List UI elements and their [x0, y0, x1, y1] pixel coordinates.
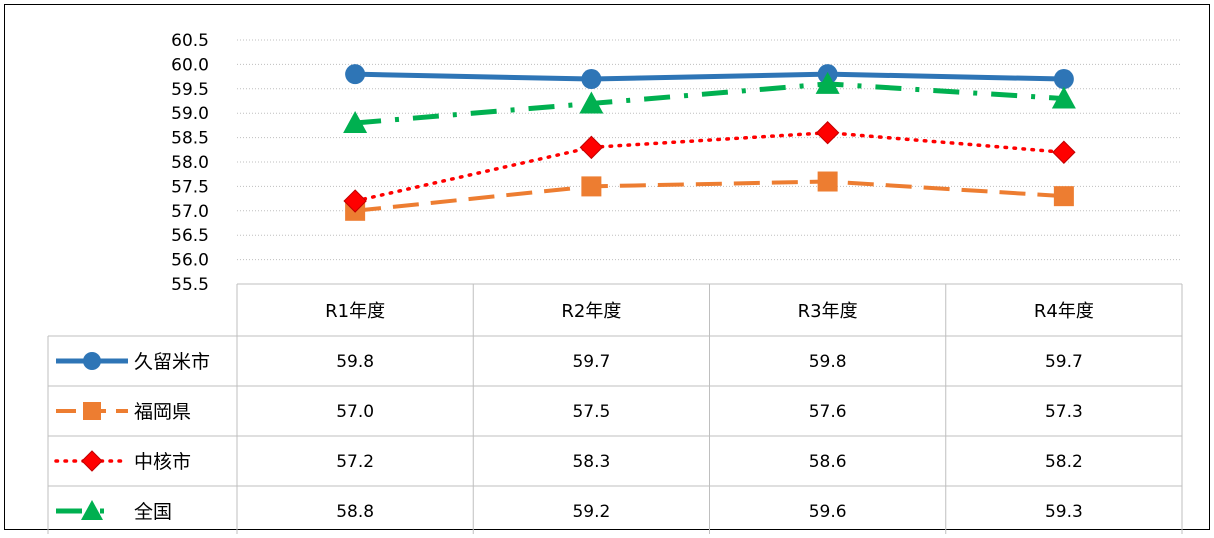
data-label: 59.6 — [809, 502, 847, 522]
legend-label: 中核市 — [134, 451, 191, 473]
data-label: 57.0 — [336, 402, 374, 422]
data-point — [345, 64, 366, 85]
table-row: 57.0 57.5 57.6 57.3 — [336, 402, 1083, 422]
chart-frame — [4, 4, 1210, 530]
y-tick-label: 60.5 — [171, 31, 209, 51]
legend-label: 久留米市 — [134, 351, 210, 373]
data-point — [817, 171, 838, 192]
data-point — [1052, 140, 1076, 164]
series-4 — [343, 71, 1076, 133]
legend-label: 全国 — [134, 501, 172, 523]
x-category-label: R3年度 — [798, 301, 858, 322]
legend-entry: 福岡県 — [56, 401, 191, 423]
y-tick-label: 57.0 — [171, 202, 209, 222]
data-label: 57.2 — [336, 452, 374, 472]
legend-swatch-marker — [81, 450, 103, 472]
data-point — [815, 71, 840, 94]
data-point — [343, 110, 368, 133]
data-label: 59.7 — [572, 352, 610, 372]
data-point — [1053, 69, 1074, 90]
data-label: 58.8 — [336, 502, 374, 522]
y-tick-label: 56.0 — [171, 251, 209, 271]
y-tick-label: 55.5 — [171, 275, 209, 295]
x-category-label: R1年度 — [325, 301, 385, 322]
legend-entry: 中核市 — [54, 450, 191, 473]
legend-entry: 全国 — [56, 500, 172, 523]
series-line — [354, 179, 1064, 213]
table-row: 57.2 58.3 58.6 58.2 — [336, 452, 1083, 472]
legend-swatch-marker — [81, 500, 103, 520]
data-label: 58.3 — [572, 452, 610, 472]
data-label: 59.8 — [809, 352, 847, 372]
y-tick-label: 59.0 — [171, 104, 209, 124]
legend-swatch-marker — [83, 402, 101, 420]
data-label: 59.8 — [336, 352, 374, 372]
series-3 — [343, 121, 1076, 213]
series-line — [354, 81, 1065, 126]
series-1 — [345, 64, 1074, 90]
data-label: 57.5 — [572, 402, 610, 422]
legend-entry: 久留米市 — [56, 351, 210, 373]
data-label: 57.3 — [1045, 402, 1083, 422]
data-point — [343, 189, 367, 213]
legend-swatch-marker — [83, 352, 101, 370]
y-tick-label: 60.0 — [171, 55, 209, 75]
y-tick-label: 58.0 — [171, 153, 209, 173]
y-tick-label: 59.5 — [171, 80, 209, 100]
data-point — [581, 69, 602, 90]
data-label: 59.7 — [1045, 352, 1083, 372]
legend-label: 福岡県 — [134, 401, 191, 423]
x-category-label: R2年度 — [561, 301, 621, 322]
data-point — [579, 135, 604, 160]
data-label: 57.6 — [809, 402, 847, 422]
data-point — [1053, 186, 1074, 207]
data-label: 59.3 — [1045, 502, 1083, 522]
y-axis: 55.5 56.0 56.5 57.0 57.5 58.0 58.5 59.0 59.5 60.0… — [171, 31, 209, 295]
data-label: 59.2 — [572, 502, 610, 522]
y-tick-label: 56.5 — [171, 226, 209, 246]
data-label: 58.6 — [809, 452, 847, 472]
table-row: 58.8 59.2 59.6 59.3 — [336, 502, 1083, 522]
data-point — [1051, 86, 1076, 109]
series-line — [355, 71, 1064, 82]
x-category-label: R4年度 — [1034, 301, 1094, 322]
series-line — [353, 130, 1066, 203]
y-tick-label: 57.5 — [171, 177, 209, 197]
data-point — [581, 176, 602, 197]
y-tick-label: 58.5 — [171, 129, 209, 149]
data-point — [815, 121, 840, 145]
data-point — [579, 91, 604, 114]
table-row: 59.8 59.7 59.8 59.7 — [336, 352, 1083, 372]
data-label: 58.2 — [1045, 452, 1083, 472]
